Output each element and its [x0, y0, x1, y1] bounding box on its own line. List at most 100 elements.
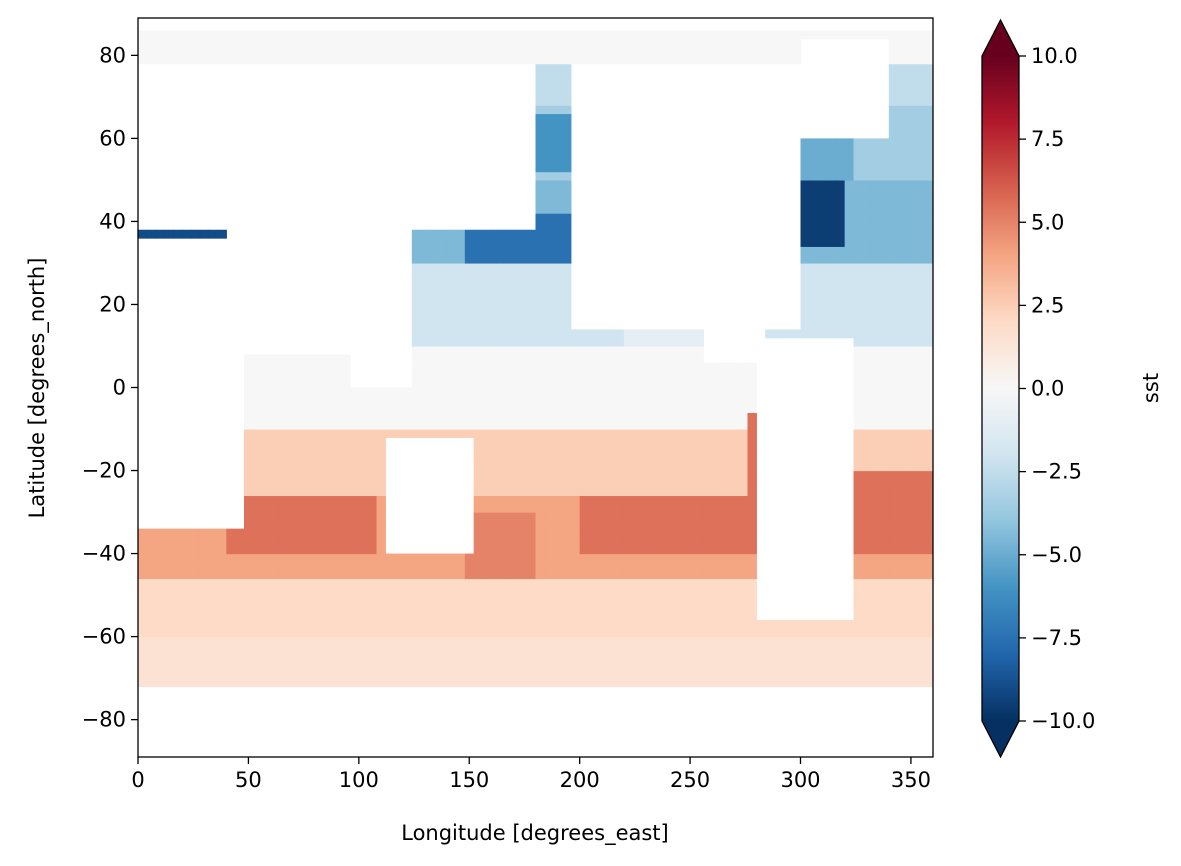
- heatmap-cell: [297, 387, 307, 397]
- heatmap-cell: [553, 404, 563, 414]
- heatmap-cell: [694, 404, 704, 414]
- heatmap-cell: [473, 254, 484, 264]
- heatmap-cell: [615, 512, 625, 521]
- heatmap-cell: [712, 38, 722, 48]
- heatmap-cell: [261, 503, 272, 513]
- heatmap-cell: [350, 503, 360, 513]
- heatmap-cell: [473, 362, 484, 372]
- heatmap-cell: [615, 603, 625, 613]
- heatmap-cell: [668, 644, 678, 654]
- heatmap-cell: [906, 611, 916, 621]
- heatmap-cell: [217, 636, 227, 646]
- heatmap-cell: [473, 296, 484, 306]
- heatmap-cell: [341, 462, 351, 472]
- heatmap-cell: [553, 412, 563, 422]
- heatmap-cell: [252, 503, 263, 513]
- heatmap-cell: [800, 653, 810, 663]
- heatmap-cell: [906, 636, 916, 646]
- heatmap-cell: [588, 395, 598, 405]
- heatmap-cell: [659, 644, 669, 654]
- heatmap-cell: [473, 678, 484, 688]
- heatmap-cell: [862, 296, 872, 306]
- heatmap-cell: [729, 38, 740, 48]
- heatmap-cell: [818, 262, 828, 272]
- heatmap-cell: [615, 429, 625, 438]
- heatmap-cell: [464, 271, 475, 281]
- heatmap-cell: [729, 661, 740, 671]
- heatmap-cell: [208, 528, 219, 538]
- heatmap-cell: [358, 429, 369, 438]
- heatmap-cell: [888, 628, 899, 638]
- heatmap-cell: [553, 238, 563, 247]
- heatmap-cell: [676, 553, 687, 563]
- heatmap-cell: [535, 354, 545, 364]
- heatmap-cell: [924, 71, 933, 81]
- heatmap-cell: [411, 636, 422, 646]
- heatmap-cell: [570, 669, 581, 679]
- heatmap-cell: [579, 38, 590, 48]
- heatmap-cell: [544, 495, 554, 505]
- heatmap-cell: [447, 379, 457, 389]
- heatmap-cell: [305, 678, 316, 688]
- heatmap-cell: [288, 545, 298, 555]
- heatmap-cell: [623, 628, 634, 638]
- heatmap-cell: [809, 296, 819, 306]
- heatmap-cell: [526, 337, 537, 347]
- heatmap-cell: [774, 661, 784, 671]
- heatmap-cell: [747, 586, 757, 596]
- heatmap-cell: [350, 420, 360, 430]
- heatmap-cell: [261, 636, 272, 646]
- heatmap-cell: [394, 653, 404, 663]
- heatmap-cell: [208, 55, 219, 65]
- heatmap-cell: [562, 246, 572, 256]
- heatmap-cell: [835, 221, 846, 231]
- heatmap-cell: [668, 437, 678, 447]
- heatmap-cell: [862, 287, 872, 297]
- heatmap-cell: [924, 155, 933, 164]
- heatmap-cell: [544, 63, 554, 73]
- heatmap-cell: [729, 370, 740, 380]
- heatmap-cell: [500, 38, 510, 48]
- heatmap-cell: [570, 412, 581, 422]
- heatmap-cell: [880, 619, 890, 629]
- heatmap-cell: [314, 470, 325, 480]
- heatmap-cell: [623, 345, 634, 355]
- heatmap-cell: [473, 329, 484, 339]
- heatmap-cell: [729, 512, 740, 521]
- heatmap-cell: [535, 329, 545, 339]
- heatmap-cell: [694, 603, 704, 613]
- heatmap-cell: [553, 653, 563, 663]
- heatmap-cell: [535, 653, 545, 663]
- heatmap-cell: [827, 271, 837, 281]
- heatmap-cell: [411, 412, 422, 422]
- y-tick-label: −60: [82, 625, 126, 649]
- heatmap-cell: [447, 38, 457, 48]
- heatmap-cell: [606, 545, 616, 555]
- heatmap-cell: [491, 437, 501, 447]
- heatmap-cell: [438, 246, 448, 256]
- heatmap-cell: [323, 354, 333, 364]
- heatmap-cell: [544, 146, 554, 156]
- heatmap-cell: [897, 429, 908, 438]
- heatmap-cell: [314, 487, 325, 497]
- heatmap-cell: [411, 420, 422, 430]
- heatmap-cell: [544, 528, 554, 538]
- heatmap-cell: [288, 38, 298, 48]
- heatmap-cell: [279, 603, 289, 613]
- heatmap-cell: [553, 628, 563, 638]
- heatmap-cell: [279, 536, 289, 546]
- heatmap-cell: [659, 429, 669, 438]
- heatmap-cell: [553, 80, 563, 90]
- heatmap-cell: [199, 586, 210, 596]
- heatmap-cell: [270, 55, 280, 65]
- heatmap-cell: [738, 586, 749, 596]
- heatmap-cell: [738, 404, 749, 414]
- heatmap-cell: [880, 138, 890, 148]
- heatmap-cell: [906, 113, 916, 123]
- heatmap-cell: [456, 395, 466, 405]
- heatmap-cell: [862, 503, 872, 513]
- heatmap-cell: [244, 354, 254, 364]
- heatmap-cell: [155, 586, 166, 596]
- heatmap-cell: [888, 47, 899, 56]
- heatmap-cell: [305, 495, 316, 505]
